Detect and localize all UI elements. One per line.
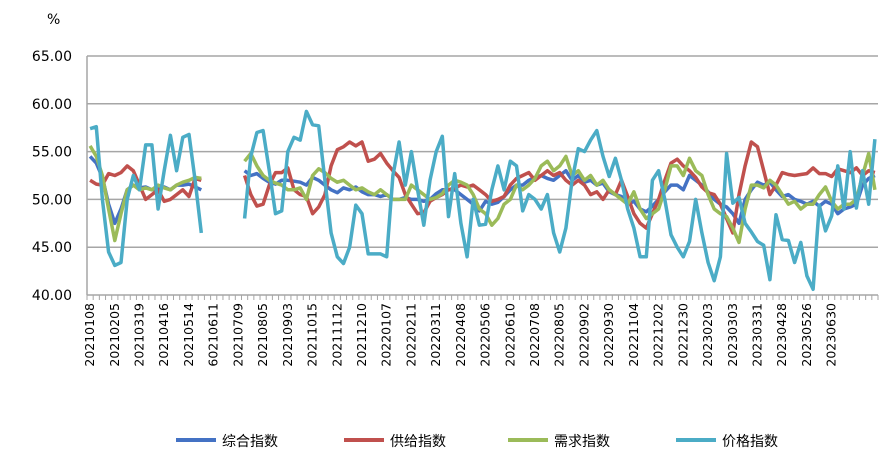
- y-tick-label: 50.00: [32, 192, 72, 208]
- x-tick-label: 20220506: [478, 303, 493, 367]
- x-tick-label: 20211210: [354, 303, 369, 367]
- y-axis-unit-label: %: [47, 12, 60, 28]
- gridlines: [86, 55, 878, 296]
- x-tick-label: 20211015: [305, 303, 320, 367]
- legend-label: 需求指数: [554, 434, 610, 450]
- legend: 综合指数 供给指数 需求指数 价格指数: [176, 434, 778, 450]
- x-tick-label: 20220311: [428, 303, 443, 367]
- x-tick-label: 20210805: [255, 303, 270, 367]
- x-tick-label: 20220902: [576, 303, 591, 367]
- x-tick-label: 20221230: [675, 303, 690, 367]
- x-tick-label: 20220708: [527, 303, 542, 367]
- x-tick-label: 20220610: [502, 303, 517, 367]
- x-tick-label: 20210514: [181, 303, 196, 367]
- x-tick-label: 20210205: [107, 303, 122, 367]
- x-tick-label: 20221202: [651, 303, 666, 367]
- series-line-3: [88, 145, 877, 245]
- series-line-4: [89, 109, 877, 292]
- x-tick-label: 20230331: [749, 303, 764, 367]
- y-axis-ticks: 40.00 45.00 50.00 55.00 60.00 65.00: [32, 49, 72, 304]
- y-tick-label: 40.00: [32, 288, 72, 304]
- x-tick-label: 20230303: [725, 303, 740, 367]
- x-tick-label: 20210319: [132, 303, 147, 367]
- x-tick-label: 20220805: [552, 303, 567, 367]
- x-tick-label: 20230526: [799, 303, 814, 367]
- y-tick-label: 55.00: [32, 145, 72, 161]
- x-tick-label: 20230203: [700, 303, 715, 367]
- series-line-2: [89, 140, 876, 235]
- x-tick-label: 20211112: [329, 303, 344, 367]
- x-axis: 20210108 20210205 20210319 20210416 20210514…: [82, 295, 879, 367]
- x-tick-label: 20220211: [403, 303, 418, 367]
- legend-label: 供给指数: [390, 434, 446, 450]
- x-tick-label: 20210108: [82, 303, 97, 367]
- y-tick-label: 65.00: [32, 49, 72, 65]
- x-tick-label: 20210709: [230, 303, 245, 367]
- legend-label: 综合指数: [222, 434, 278, 450]
- x-tick-label: 20210903: [280, 303, 295, 367]
- y-tick-label: 60.00: [32, 97, 72, 113]
- y-tick-label: 45.00: [32, 240, 72, 256]
- x-tick-label: 20221104: [626, 303, 641, 367]
- x-tick-label: 20220107: [379, 303, 394, 367]
- x-tick-label: 60210611: [206, 303, 221, 367]
- x-tick-label: 20220408: [453, 303, 468, 367]
- legend-label: 价格指数: [722, 434, 778, 450]
- x-tick-label: 20230630: [824, 303, 839, 367]
- x-tick-label: 20230428: [774, 303, 789, 367]
- series-lines: [88, 109, 877, 292]
- x-tick-label: 20220930: [601, 303, 616, 367]
- x-tick-label: 20210416: [156, 303, 171, 367]
